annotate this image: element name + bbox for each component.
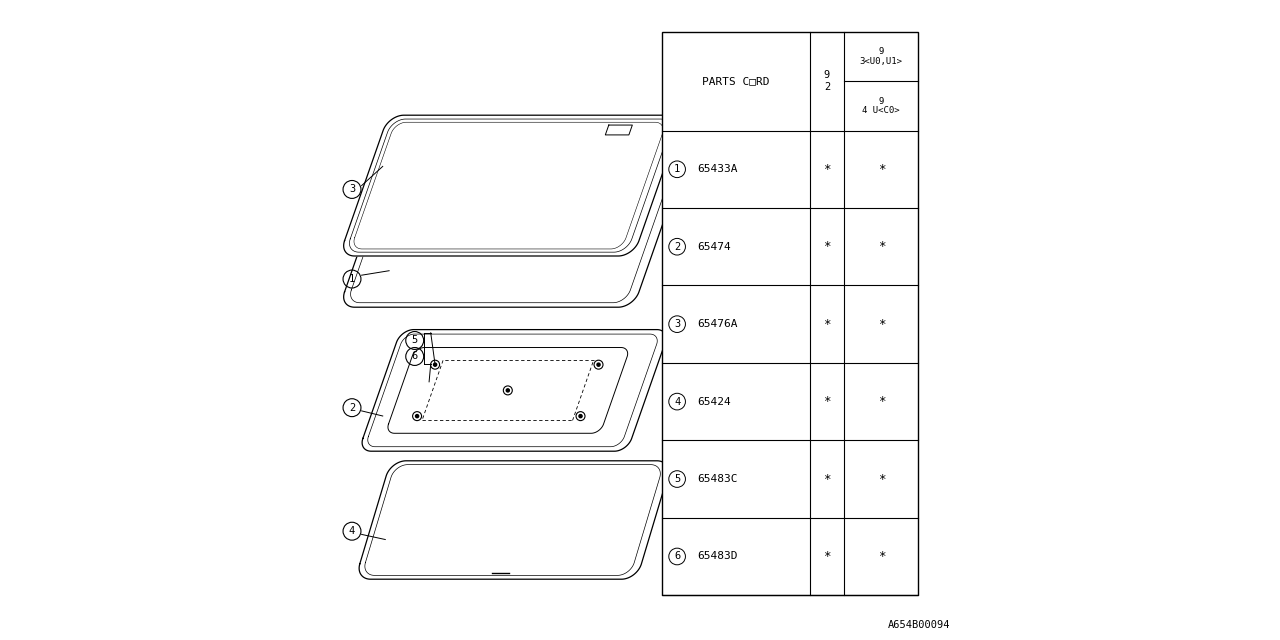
Text: 1: 1	[675, 164, 680, 174]
Text: 2: 2	[349, 403, 355, 413]
Text: 3: 3	[349, 184, 355, 195]
Circle shape	[507, 389, 509, 392]
Text: 65483C: 65483C	[698, 474, 739, 484]
Polygon shape	[362, 330, 666, 451]
Text: *: *	[823, 240, 831, 253]
Text: 5: 5	[412, 335, 417, 346]
Text: *: *	[878, 317, 884, 331]
Polygon shape	[388, 348, 627, 433]
Polygon shape	[355, 122, 663, 249]
Text: 4: 4	[349, 526, 355, 536]
Text: 9
3<U0,U1>: 9 3<U0,U1>	[860, 47, 902, 66]
Text: *: *	[878, 163, 884, 176]
Text: 65474: 65474	[698, 242, 731, 252]
Polygon shape	[365, 465, 660, 575]
Text: 3: 3	[675, 319, 680, 329]
Text: *: *	[878, 550, 884, 563]
Text: 6: 6	[412, 351, 417, 362]
Text: *: *	[823, 472, 831, 486]
Text: *: *	[878, 395, 884, 408]
Polygon shape	[351, 171, 668, 303]
Circle shape	[579, 415, 582, 418]
Polygon shape	[367, 334, 657, 447]
Polygon shape	[360, 461, 668, 579]
Text: PARTS C□RD: PARTS C□RD	[703, 76, 769, 86]
Text: *: *	[823, 317, 831, 331]
Polygon shape	[343, 166, 678, 307]
Text: 9
4 U<C0>: 9 4 U<C0>	[863, 97, 900, 115]
Text: A654B00094: A654B00094	[888, 620, 950, 630]
Text: 65483D: 65483D	[698, 552, 739, 561]
Bar	[663, 32, 919, 595]
Text: 6: 6	[675, 552, 680, 561]
Circle shape	[416, 415, 419, 418]
Text: 5: 5	[675, 474, 680, 484]
Text: 65433A: 65433A	[698, 164, 739, 174]
Circle shape	[596, 363, 600, 366]
Text: 1: 1	[349, 274, 355, 284]
Polygon shape	[343, 115, 678, 256]
Polygon shape	[349, 119, 669, 252]
Text: 65424: 65424	[698, 397, 731, 406]
Text: *: *	[878, 240, 884, 253]
Text: 4: 4	[675, 397, 680, 406]
Text: 9
2: 9 2	[824, 70, 829, 92]
Text: *: *	[823, 163, 831, 176]
Text: *: *	[823, 395, 831, 408]
Text: 2: 2	[675, 242, 680, 252]
Circle shape	[434, 363, 436, 366]
Text: 65476A: 65476A	[698, 319, 739, 329]
Text: *: *	[823, 550, 831, 563]
Text: *: *	[878, 472, 884, 486]
